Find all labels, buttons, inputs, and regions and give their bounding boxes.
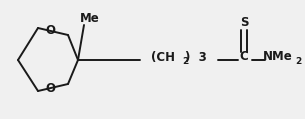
Text: )  3: ) 3	[185, 50, 207, 64]
Text: C: C	[240, 50, 248, 64]
Text: Me: Me	[80, 12, 100, 25]
Text: S: S	[240, 15, 248, 28]
Text: 2: 2	[182, 57, 188, 67]
Text: O: O	[45, 82, 55, 94]
Text: NMe: NMe	[263, 50, 293, 64]
Text: O: O	[45, 23, 55, 37]
Text: 2: 2	[295, 57, 301, 67]
Text: (CH: (CH	[151, 50, 175, 64]
